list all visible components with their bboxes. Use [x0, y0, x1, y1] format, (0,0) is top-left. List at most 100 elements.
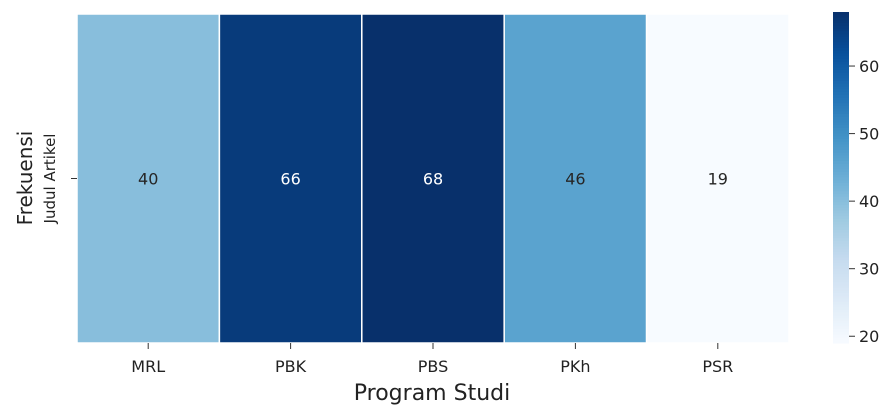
colorbar-segment: [833, 141, 849, 145]
colorbar-segment: [833, 210, 849, 214]
colorbar-segment: [833, 138, 849, 143]
colorbar-segment: [833, 249, 849, 253]
heatmap-cells: [76, 13, 790, 344]
colorbar-segment: [833, 183, 849, 187]
colorbar-segment: [833, 312, 849, 317]
colorbar-segment: [833, 298, 849, 303]
colorbar-segment: [833, 31, 849, 35]
colorbar-segment: [833, 108, 849, 112]
colorbar-segment: [833, 326, 849, 330]
colorbar-segment: [833, 47, 849, 52]
colorbar-segment: [833, 152, 849, 157]
colorbar-segment: [833, 34, 849, 38]
heatmap-cell-value: 19: [708, 170, 728, 189]
colorbar-segment: [833, 17, 849, 21]
colorbar-segment: [833, 136, 849, 140]
colorbar-segment: [833, 224, 849, 228]
colorbar-segment: [833, 337, 849, 341]
colorbar-segment: [833, 309, 849, 314]
colorbar-segment: [833, 180, 849, 184]
heatmap-cell-mrl: [76, 13, 221, 344]
colorbar-segment: [833, 185, 849, 190]
heatmap-cell-pkh: [503, 13, 648, 344]
colorbar-tick-label: 20: [859, 327, 879, 346]
colorbar-segment: [833, 133, 849, 137]
colorbar-segment: [833, 144, 849, 148]
colorbar-segment: [833, 20, 849, 24]
colorbar-segment: [833, 293, 849, 297]
heatmap-cell-labels: 40 66 68 46 19: [138, 170, 728, 189]
colorbar-segment: [833, 227, 849, 231]
colorbar-segment: [833, 67, 849, 71]
heatmap-cell-value: 46: [565, 170, 585, 189]
colorbar-segment: [833, 171, 849, 176]
colorbar-segment: [833, 100, 849, 104]
x-tick-label: PSR: [702, 357, 733, 376]
heatmap-cell-psr: [645, 13, 790, 344]
x-tick-label: PKh: [560, 357, 590, 376]
colorbar-segment: [833, 238, 849, 242]
colorbar-segment: [833, 229, 849, 234]
colorbar-segment: [833, 290, 849, 294]
colorbar-segment: [833, 260, 849, 264]
colorbar-segment: [833, 263, 849, 267]
colorbar-segment: [833, 69, 849, 74]
colorbar-tick-label: 50: [859, 125, 879, 144]
x-axis-label: Program Studi: [354, 381, 510, 406]
colorbar-segment: [833, 331, 849, 336]
colorbar-ticks: 20 30 40 50 60: [849, 57, 879, 346]
colorbar-segment: [833, 78, 849, 82]
colorbar-segment: [833, 155, 849, 159]
colorbar-segment: [833, 287, 849, 292]
colorbar-segment: [833, 199, 849, 203]
colorbar-segment: [833, 174, 849, 179]
x-tick-label: PBS: [418, 357, 449, 376]
colorbar-segment: [833, 205, 849, 209]
colorbar-segment: [833, 14, 849, 19]
colorbar-segment: [833, 122, 849, 126]
colorbar-segment: [833, 334, 849, 339]
colorbar-segment: [833, 257, 849, 261]
colorbar-segment: [833, 53, 849, 57]
colorbar-segment: [833, 39, 849, 43]
colorbar-segment: [833, 125, 849, 129]
colorbar-segment: [833, 188, 849, 192]
y-axis-ticks: Judul Artikel: [41, 134, 77, 224]
colorbar-segment: [833, 194, 849, 198]
colorbar-segment: [833, 285, 849, 289]
colorbar-segment: [833, 163, 849, 168]
colorbar-segment: [833, 213, 849, 217]
colorbar-segment: [833, 116, 849, 121]
colorbar-tick-label: 60: [859, 57, 879, 76]
colorbar-segment: [833, 271, 849, 275]
colorbar-segment: [833, 75, 849, 79]
colorbar-segment: [833, 191, 849, 195]
colorbar-segment: [833, 232, 849, 237]
colorbar-segment: [833, 111, 849, 115]
colorbar-segment: [833, 130, 849, 134]
colorbar-segment: [833, 318, 849, 322]
colorbar-segment: [833, 160, 849, 165]
colorbar-segment: [833, 240, 849, 245]
colorbar-segment: [833, 28, 849, 32]
colorbar-segment: [833, 103, 849, 107]
colorbar-segment: [833, 235, 849, 239]
colorbar-segment: [833, 315, 849, 319]
colorbar-segment: [833, 307, 849, 311]
colorbar-segment: [833, 340, 849, 344]
colorbar-segment: [833, 243, 849, 248]
colorbar-segment: [833, 276, 849, 281]
colorbar-segment: [833, 23, 849, 27]
colorbar-segment: [833, 89, 849, 93]
colorbar-segment: [833, 218, 849, 223]
colorbar-segment: [833, 45, 849, 49]
colorbar-segment: [833, 119, 849, 123]
colorbar-segment: [833, 282, 849, 286]
colorbar-segment: [833, 50, 849, 54]
colorbar-tick-label: 40: [859, 192, 879, 211]
colorbar-segment: [833, 86, 849, 90]
x-axis-ticks: MRL PBK PBS PKh PSR: [131, 343, 733, 376]
colorbar-segment: [833, 320, 849, 325]
x-tick-label: PBK: [275, 357, 307, 376]
